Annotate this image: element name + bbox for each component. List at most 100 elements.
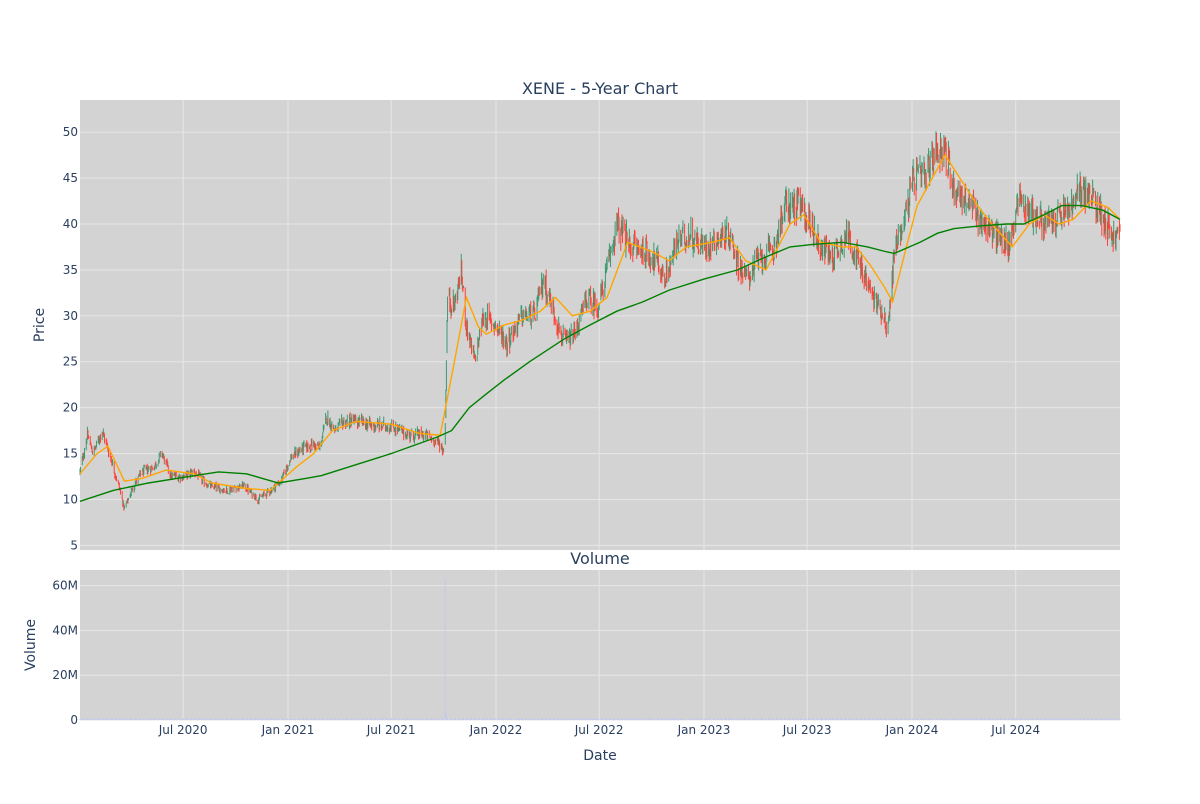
volume-bar <box>427 719 428 720</box>
volume-bar <box>726 718 727 720</box>
volume-bar <box>375 719 376 720</box>
volume-bar <box>319 719 320 720</box>
volume-bar <box>295 719 296 720</box>
volume-bar <box>790 719 791 720</box>
volume-bar <box>363 718 364 720</box>
volume-bar <box>220 718 221 720</box>
volume-bar <box>100 719 101 720</box>
volume-bar <box>906 719 907 720</box>
volume-bar <box>192 719 193 720</box>
volume-bar <box>830 718 831 720</box>
volume-bar <box>128 719 129 720</box>
volume-y-tick-label: 0 <box>70 713 78 727</box>
volume-bar <box>92 719 93 720</box>
volume-bar <box>1065 719 1066 720</box>
volume-bar <box>583 718 584 720</box>
volume-bar <box>1097 719 1098 720</box>
volume-bar <box>627 719 628 720</box>
volume-bar <box>112 719 113 720</box>
volume-bar <box>232 719 233 720</box>
volume-bar <box>1041 719 1042 720</box>
volume-bar <box>395 718 396 720</box>
volume-bar <box>343 719 344 720</box>
volume-bar <box>1105 719 1106 720</box>
volume-bar <box>1081 719 1082 720</box>
volume-bar <box>722 719 723 720</box>
volume-bar <box>890 718 891 720</box>
volume-bar <box>958 719 959 720</box>
volume-bar <box>240 719 241 720</box>
volume-bar <box>463 719 464 720</box>
price-y-tick-label: 30 <box>63 309 78 323</box>
volume-bar <box>132 719 133 720</box>
volume-bar <box>168 719 169 720</box>
volume-bar <box>1093 719 1094 720</box>
volume-bar <box>1025 719 1026 720</box>
volume-bar <box>954 718 955 720</box>
volume-bar <box>152 719 153 720</box>
volume-bar <box>591 719 592 720</box>
volume-bar <box>311 719 312 720</box>
volume-bar <box>299 719 300 720</box>
volume-bar <box>998 719 999 720</box>
x-tick-label: Jul 2021 <box>366 723 416 737</box>
volume-bar <box>974 719 975 720</box>
volume-bar <box>212 718 213 720</box>
volume-bar <box>391 719 392 720</box>
price-y-tick-label: 15 <box>63 447 78 461</box>
volume-bar <box>595 718 596 720</box>
volume-bar <box>1006 719 1007 720</box>
volume-bar <box>758 719 759 720</box>
volume-bar <box>379 719 380 720</box>
volume-bar <box>84 719 85 720</box>
volume-bar <box>188 719 189 720</box>
volume-bar <box>144 719 145 720</box>
volume-bar <box>651 718 652 720</box>
volume-bar <box>1085 718 1086 720</box>
volume-bar <box>284 719 285 720</box>
volume-bar <box>567 718 568 720</box>
volume-bar <box>315 719 316 720</box>
volume-bar <box>1033 719 1034 720</box>
volume-y-tick-label: 40M <box>52 623 78 637</box>
volume-bar <box>782 719 783 720</box>
volume-bar <box>116 719 117 720</box>
volume-bar <box>411 719 412 720</box>
volume-bar <box>1109 719 1110 720</box>
volume-bar <box>1069 718 1070 720</box>
chart-title: XENE - 5-Year Chart <box>522 79 678 98</box>
volume-bar <box>459 719 460 720</box>
volume-bar <box>264 719 265 720</box>
volume-bar <box>706 718 707 720</box>
volume-bar <box>750 719 751 720</box>
volume-bar <box>451 719 452 720</box>
volume-bar <box>770 719 771 720</box>
volume-bar <box>942 719 943 720</box>
volume-bar <box>1117 719 1118 720</box>
volume-bar <box>120 718 121 720</box>
volume-bar <box>698 719 699 720</box>
volume-bar <box>990 718 991 720</box>
volume-bar <box>994 719 995 720</box>
price-y-tick-label: 35 <box>63 263 78 277</box>
volume-bar <box>615 718 616 720</box>
volume-bar <box>1021 719 1022 720</box>
volume-bar <box>1010 718 1011 720</box>
x-tick-label: Jan 2022 <box>469 723 523 737</box>
volume-bar <box>104 719 105 720</box>
volume-bar <box>806 719 807 720</box>
volume-bar <box>236 719 237 720</box>
volume-bar <box>551 719 552 720</box>
x-tick-label: Jul 2022 <box>574 723 624 737</box>
volume-bar <box>351 719 352 720</box>
volume-bar <box>96 719 97 720</box>
volume-bar <box>339 719 340 720</box>
volume-bar <box>359 719 360 720</box>
volume-bar <box>260 718 261 720</box>
volume-bar <box>1017 719 1018 720</box>
volume-bar <box>136 719 137 720</box>
volume-bar <box>619 719 620 720</box>
volume-bar <box>603 719 604 720</box>
price-y-tick-label: 5 <box>70 538 78 552</box>
